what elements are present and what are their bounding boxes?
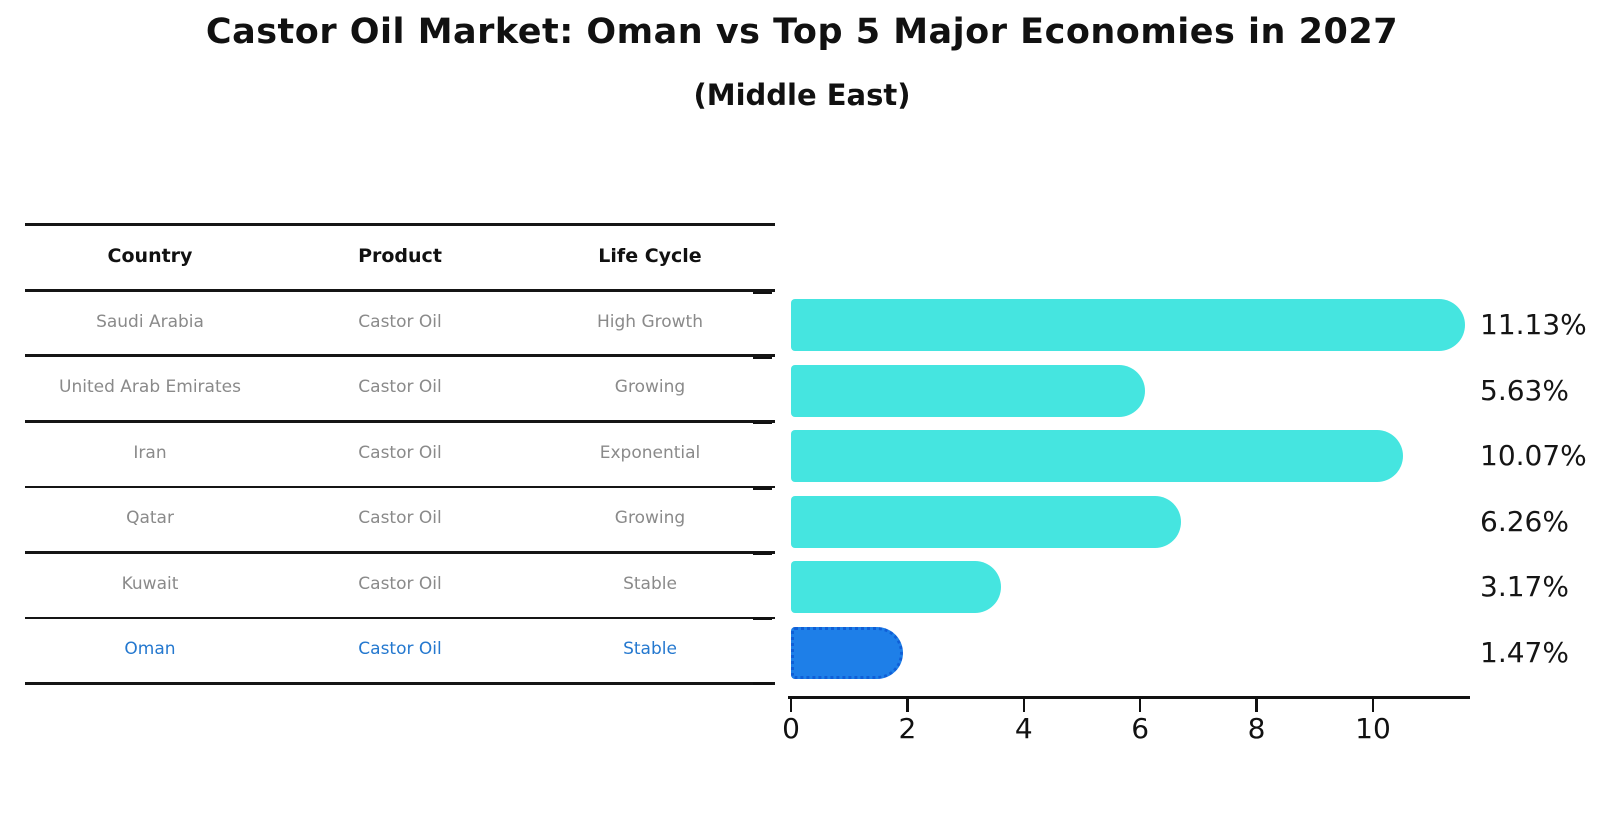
table-row-rule — [25, 289, 775, 292]
table-cell-qatar-life-cycle: Growing — [614, 508, 686, 529]
x-axis-tick-label: 10 — [1355, 712, 1391, 745]
x-axis-tick-label: 8 — [1247, 712, 1266, 745]
table-cell-oman-country: Oman — [124, 639, 176, 660]
table-cell-iran-product: Castor Oil — [358, 442, 442, 463]
y-axis-tick — [753, 552, 772, 555]
table-row-rule — [25, 354, 775, 357]
bar-oman-highlight — [791, 626, 903, 679]
table-cell-saudi-arabia-country: Saudi Arabia — [96, 311, 204, 332]
bar-qatar — [791, 495, 1182, 548]
bar-value-label: 10.07% — [1480, 439, 1587, 472]
y-axis-tick — [753, 487, 772, 490]
table-row-rule — [25, 616, 775, 620]
x-axis-tick — [1255, 696, 1258, 712]
x-axis-tick-label: 4 — [1014, 712, 1033, 745]
table-row-rule — [25, 682, 775, 685]
x-axis-line — [788, 696, 1470, 699]
table-cell-iran-life-cycle: Exponential — [599, 442, 701, 463]
table-cell-united-arab-emirates-life-cycle: Growing — [614, 377, 686, 397]
chart-subtitle: (Middle East) — [693, 78, 911, 112]
table-row-rule — [25, 420, 775, 423]
x-axis-tick — [1022, 696, 1026, 712]
table-cell-kuwait-country: Kuwait — [121, 573, 179, 594]
bar-value-label: 1.47% — [1480, 635, 1569, 669]
column-header-life-cycle: Life Cycle — [598, 245, 702, 267]
bar-value-label: 3.17% — [1480, 570, 1569, 603]
x-axis-tick-label: 0 — [782, 712, 800, 745]
table-cell-saudi-arabia-life-cycle: High Growth — [596, 311, 704, 332]
table-cell-kuwait-product: Castor Oil — [358, 573, 442, 594]
table-cell-qatar-product: Castor Oil — [358, 508, 442, 529]
table-cell-united-arab-emirates-country: United Arab Emirates — [59, 377, 241, 397]
table-row-rule — [25, 551, 775, 554]
bar-value-label: 6.26% — [1480, 504, 1569, 538]
y-axis-tick — [753, 617, 772, 620]
bar-value-label: 11.13% — [1480, 308, 1587, 341]
table-top-rule — [25, 223, 775, 226]
column-header-country: Country — [107, 245, 193, 267]
table-cell-iran-country: Iran — [133, 442, 167, 463]
bar-iran — [791, 430, 1404, 482]
table-cell-united-arab-emirates-product: Castor Oil — [358, 377, 442, 397]
y-axis-tick — [753, 356, 772, 359]
chart-title: Castor Oil Market: Oman vs Top 5 Major E… — [205, 12, 1399, 52]
table-cell-saudi-arabia-product: Castor Oil — [358, 311, 442, 332]
table-cell-qatar-country: Qatar — [126, 508, 174, 529]
column-header-product: Product — [358, 245, 442, 267]
bar-united-arab-emirates — [791, 364, 1145, 417]
y-axis-tick — [753, 421, 772, 424]
table-row-rule — [25, 485, 775, 489]
y-axis-tick — [753, 291, 772, 294]
x-axis-tick — [906, 696, 909, 712]
x-axis-tick — [1371, 696, 1375, 712]
x-axis-tick — [789, 696, 793, 712]
table-cell-oman-product: Castor Oil — [358, 639, 442, 660]
table-cell-oman-life-cycle: Stable — [623, 639, 677, 660]
y-axis-tick — [753, 682, 772, 685]
x-axis-tick-label: 6 — [1131, 712, 1150, 745]
bar-kuwait — [791, 561, 1002, 613]
table-cell-kuwait-life-cycle: Stable — [623, 573, 677, 594]
bar-saudi-arabia — [791, 299, 1465, 351]
x-axis-tick-label: 2 — [898, 712, 917, 745]
x-axis-tick — [1138, 696, 1142, 712]
bar-value-label: 5.63% — [1480, 373, 1569, 407]
